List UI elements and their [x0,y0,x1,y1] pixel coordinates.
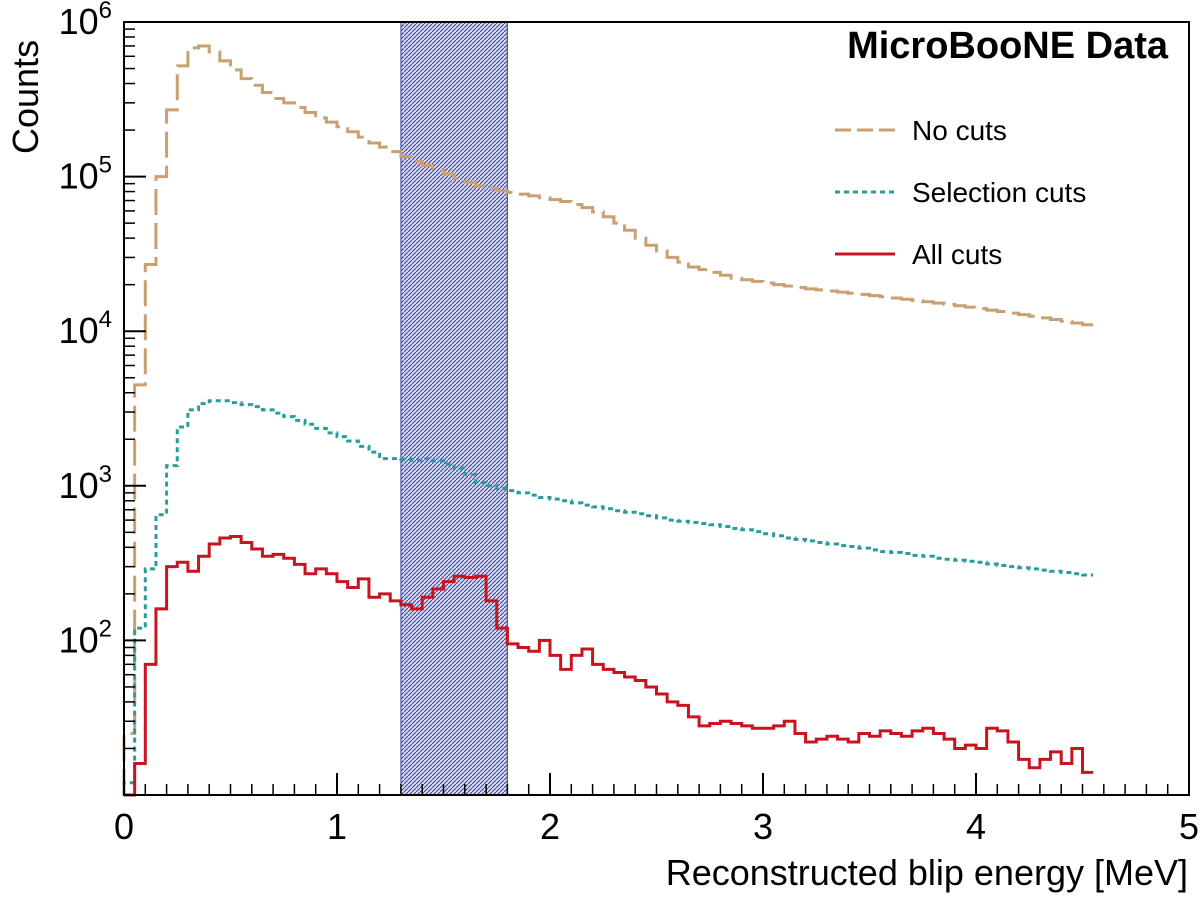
legend-label-selection-cuts: Selection cuts [912,177,1086,208]
x-tick-label: 4 [966,806,986,847]
y-tick-label: 106 [59,0,112,42]
x-tick-label: 5 [1179,806,1199,847]
legend-label-no-cuts: No cuts [912,115,1007,146]
axis-layer: 0 1 2 3 4 5 102 103 104 105 106 [59,0,1199,847]
legend-label-all-cuts: All cuts [912,239,1002,270]
x-axis-label: Reconstructed blip energy [MeV] [666,852,1188,893]
x-tick-label: 3 [753,806,773,847]
y-tick-label: 102 [59,615,112,660]
x-tick-label: 2 [540,806,560,847]
y-tick-label: 103 [59,461,112,506]
highlight-band [400,21,508,796]
y-tick-label: 105 [59,152,112,197]
legend: No cuts Selection cuts All cuts [835,115,1086,270]
plot-frame [123,21,1190,796]
y-tick-label: 104 [59,306,112,351]
series-line-selection-cuts [122,399,1094,795]
x-tick-label: 1 [327,806,347,847]
series-layer [122,44,1094,797]
series-line-all-cuts [124,534,1094,797]
series-line-no-cuts [122,44,1094,795]
chart-title: MicroBooNE Data [847,25,1169,67]
y-axis-label: Counts [5,40,46,154]
x-tick-label: 0 [114,806,134,847]
